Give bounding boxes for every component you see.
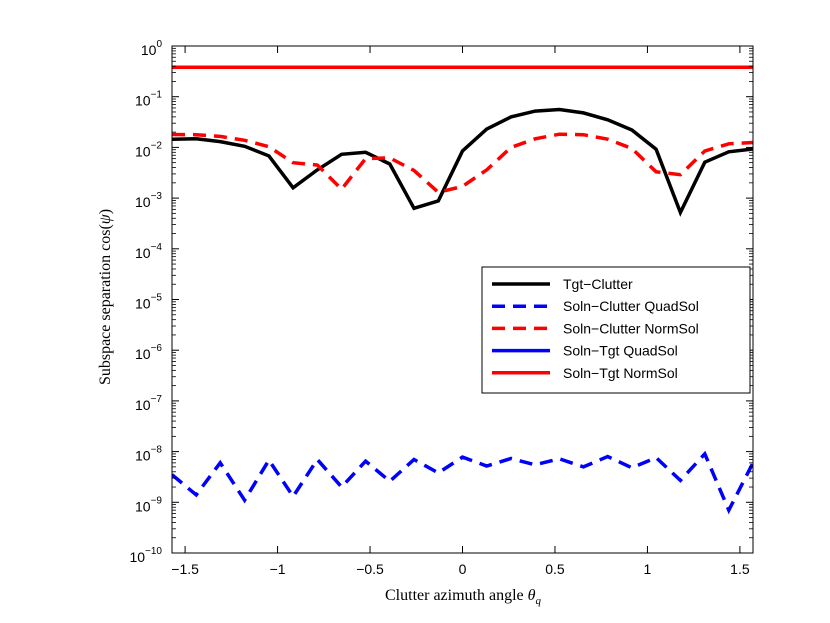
x-tick-label: −1 (270, 561, 286, 577)
legend-label-5: Soln−Tgt NormSol (563, 365, 678, 381)
y-tick-label: 10−10 (129, 546, 162, 565)
x-tick-label: −1.5 (171, 561, 199, 577)
legend-label-2: Soln−Clutter QuadSol (563, 298, 699, 314)
y-tick-label: 10−2 (135, 140, 162, 159)
x-tick-label: −0.5 (356, 561, 384, 577)
plot-area (172, 65, 753, 515)
legend-label-1: Tgt−Clutter (563, 276, 633, 292)
y-tick-label: 10−1 (135, 90, 162, 109)
y-tick-label: 10−9 (135, 495, 162, 514)
x-tick-label: 0.5 (545, 561, 565, 577)
series-line-1 (172, 107, 753, 217)
y-axis-label: Subspace separation cos(ψ) (97, 209, 114, 385)
legend-label-4: Soln−Tgt QuadSol (563, 343, 678, 359)
y-tick-label: 10−6 (135, 343, 162, 362)
x-tick-label: 1 (644, 561, 652, 577)
legend-label-3: Soln−Clutter NormSol (563, 320, 699, 336)
x-axis-label: Clutter azimuth angle θq (385, 587, 541, 607)
series-line-3 (172, 132, 753, 195)
x-tick-label: 0 (459, 561, 467, 577)
y-tick-label: 10−4 (135, 242, 162, 261)
y-tick-label: 10−5 (135, 293, 162, 312)
legend: Tgt−Clutter Soln−Clutter QuadSol Soln−Clut… (481, 266, 751, 394)
y-tick-label: 10−3 (135, 191, 162, 210)
x-tick-label: 1.5 (730, 561, 750, 577)
series-line-2 (172, 450, 753, 515)
y-tick-label: 10−8 (135, 445, 162, 464)
y-tick-label: 10−7 (135, 394, 162, 413)
y-tick-label: 100 (141, 39, 163, 58)
